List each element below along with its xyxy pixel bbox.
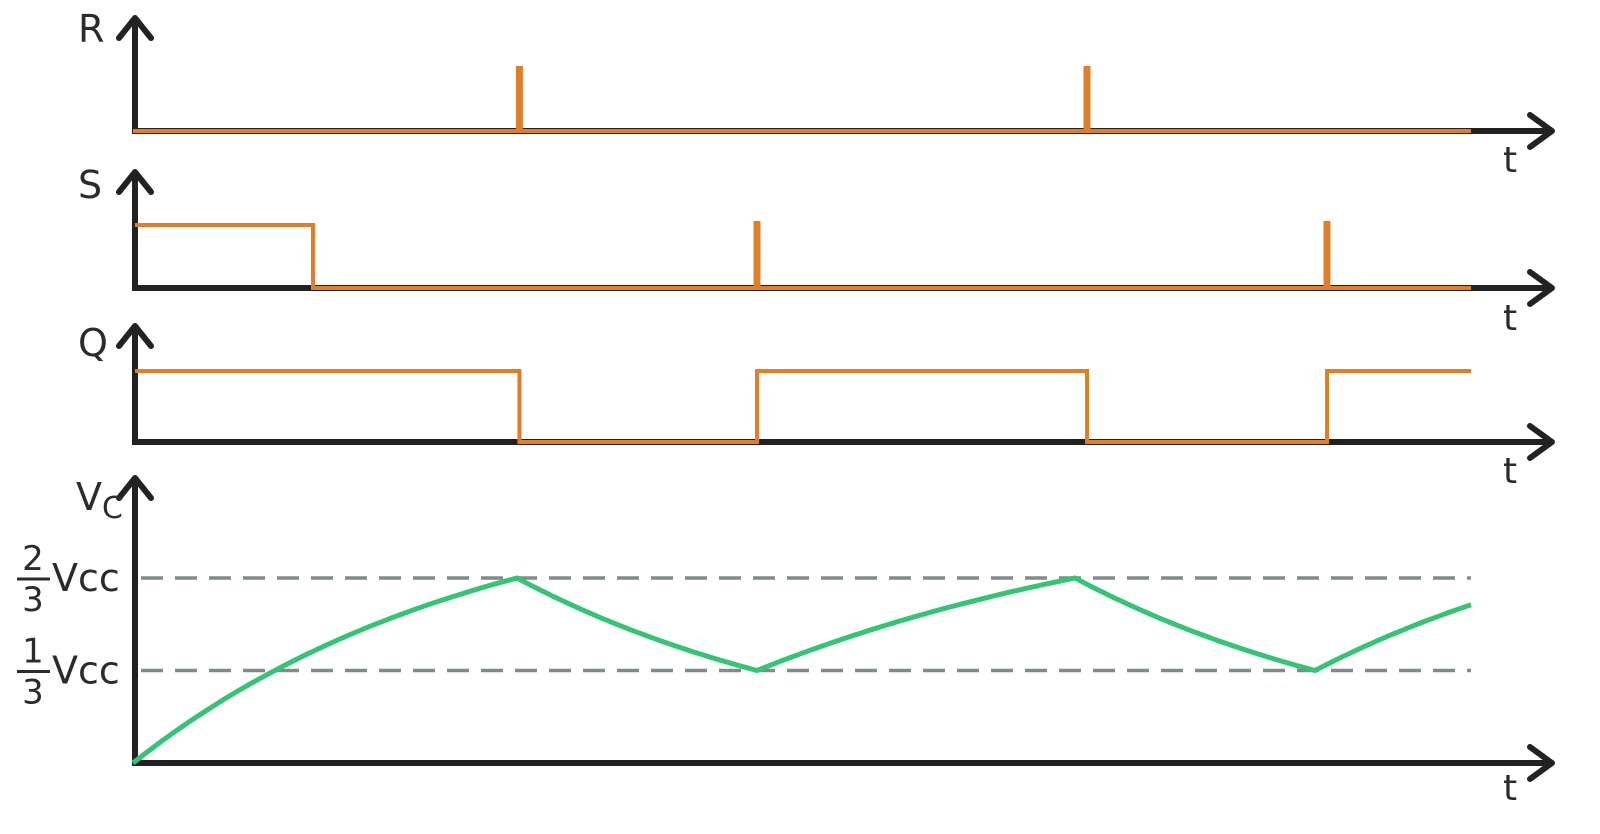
threshold-denominator: 3 xyxy=(22,673,44,713)
value-axis-arrow-icon xyxy=(116,15,154,41)
threshold-unit: Vcc xyxy=(52,556,120,600)
value-axis-arrow-icon xyxy=(116,475,154,501)
signal-label-q: Q xyxy=(78,321,108,365)
time-axis-arrow-icon xyxy=(1527,269,1555,307)
threshold-numerator: 1 xyxy=(22,632,44,672)
signal-s-axes: t xyxy=(116,169,1555,339)
time-axis-label: t xyxy=(1503,298,1517,339)
time-axis-arrow-icon xyxy=(1527,112,1555,150)
vc-waveform xyxy=(131,575,1472,765)
signal-waveform-q xyxy=(135,369,1471,444)
time-axis-label: t xyxy=(1503,140,1517,181)
threshold-numerator: 2 xyxy=(22,539,44,579)
value-axis-arrow-icon xyxy=(116,323,154,349)
signal-label-s: S xyxy=(78,163,102,207)
time-axis-arrow-icon xyxy=(1527,744,1555,782)
threshold-denominator: 3 xyxy=(22,580,44,620)
signal-waveform-s xyxy=(135,223,1471,290)
time-axis-label: t xyxy=(1503,451,1517,492)
time-axis-arrow-icon xyxy=(1527,423,1555,461)
time-axis-label: t xyxy=(1503,768,1517,809)
signal-r-axes: t xyxy=(116,15,1555,181)
threshold-unit: Vcc xyxy=(52,649,120,693)
vc-label: VC xyxy=(76,475,123,526)
vc-axes: t xyxy=(116,475,1555,809)
signal-label-r: R xyxy=(78,7,104,51)
signal-q-axes: t xyxy=(116,323,1555,492)
value-axis-arrow-icon xyxy=(116,169,154,195)
